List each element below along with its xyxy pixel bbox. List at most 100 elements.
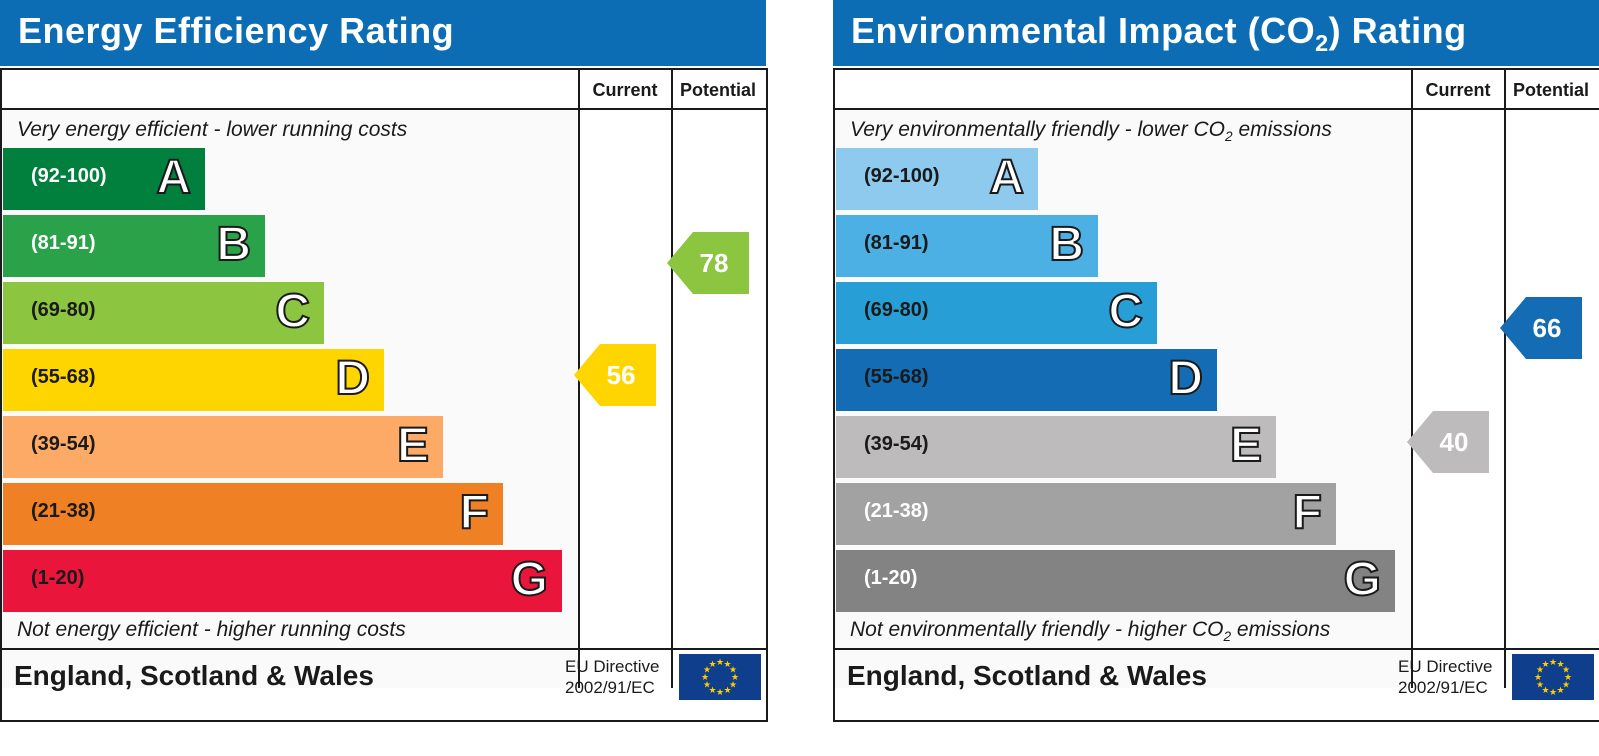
potential-rating-value: 78 — [699, 248, 729, 278]
eu-star-icon: ★ — [1541, 685, 1549, 695]
band-letter: A — [988, 150, 1025, 205]
bottom-note: Not environmentally friendly - higher CO… — [850, 618, 1331, 645]
current-rating-arrow: 56 — [574, 344, 656, 406]
potential-arrow-shape — [667, 232, 749, 294]
band-e: (39-54) E — [3, 416, 443, 478]
eu-star-icon: ★ — [1549, 687, 1557, 697]
band-range-label: (69-80) — [864, 299, 929, 321]
eu-star-icon: ★ — [723, 659, 731, 669]
energy-efficiency-panel: Energy Efficiency Rating Current Potenti… — [0, 0, 768, 722]
potential-arrow-shape — [1500, 297, 1582, 359]
environmental-impact-panel: Environmental Impact (CO2) Rating Curren… — [833, 0, 1599, 722]
band-letter: C — [1107, 284, 1144, 339]
band-a: (92-100) A — [836, 148, 1038, 210]
band-range-label: (81-91) — [864, 232, 929, 254]
band-f: (21-38) F — [836, 483, 1336, 545]
potential-rating-value: 66 — [1532, 313, 1562, 343]
band-c: (69-80) C — [836, 282, 1157, 344]
top-note: Very environmentally friendly - lower CO… — [850, 118, 1332, 145]
band-g: (1-20) G — [836, 550, 1395, 612]
band-c: (69-80) C — [3, 282, 324, 344]
band-b: (81-91) B — [3, 215, 265, 277]
band-e: (39-54) E — [836, 416, 1276, 478]
band-letter: B — [1048, 217, 1085, 272]
header-divider — [835, 108, 1599, 110]
potential-column-header: Potential — [1512, 80, 1589, 100]
eu-star-icon: ★ — [723, 685, 731, 695]
title-bar: Energy Efficiency Rating — [0, 0, 766, 66]
band-b: (81-91) B — [836, 215, 1098, 277]
potential-column-header: Potential — [679, 80, 756, 100]
band-letter: G — [510, 552, 549, 607]
band-area: Very energy efficient - lower running co… — [2, 110, 578, 688]
band-letter: G — [1343, 552, 1382, 607]
title-bar: Environmental Impact (CO2) Rating — [833, 0, 1599, 66]
eu-star-icon: ★ — [703, 680, 711, 690]
band-area: Very environmentally friendly - lower CO… — [835, 110, 1411, 688]
eu-star-icon: ★ — [729, 665, 737, 675]
eu-star-icon: ★ — [1564, 672, 1572, 682]
band-letter: D — [334, 351, 371, 406]
band-range-label: (39-54) — [31, 433, 96, 455]
band-range-label: (92-100) — [864, 165, 940, 187]
potential-column-divider — [1504, 70, 1506, 688]
band-letter: E — [1229, 418, 1263, 473]
footer-region-label: England, Scotland & Wales — [847, 660, 1207, 691]
band-range-label: (81-91) — [31, 232, 96, 254]
band-range-label: (21-38) — [864, 500, 929, 522]
band-letter: A — [155, 150, 192, 205]
footer-divider — [2, 648, 766, 650]
current-column-divider — [1411, 70, 1413, 688]
current-rating-arrow: 40 — [1407, 411, 1489, 473]
band-letter: D — [1167, 351, 1204, 406]
current-arrow-shape — [1407, 411, 1489, 473]
eu-star-icon: ★ — [1536, 680, 1544, 690]
potential-rating-arrow: 66 — [1500, 297, 1582, 359]
band-letter: F — [459, 485, 490, 540]
band-range-label: (39-54) — [864, 433, 929, 455]
rating-frame: Current Potential Very energy efficient … — [0, 68, 768, 722]
band-f: (21-38) F — [3, 483, 503, 545]
band-letter: E — [396, 418, 430, 473]
band-range-label: (55-68) — [864, 366, 929, 388]
eu-star-icon: ★ — [1556, 659, 1564, 669]
band-g: (1-20) G — [3, 550, 562, 612]
current-rating-value: 56 — [606, 360, 636, 390]
eu-star-icon: ★ — [729, 680, 737, 690]
eu-star-icon: ★ — [1562, 680, 1570, 690]
eu-star-icon: ★ — [1562, 665, 1570, 675]
eu-star-icon: ★ — [716, 657, 724, 667]
band-range-label: (69-80) — [31, 299, 96, 321]
band-range-label: (21-38) — [31, 500, 96, 522]
eu-directive-label: EU Directive 2002/91/EC — [565, 657, 660, 697]
eu-directive-label: EU Directive 2002/91/EC — [1398, 657, 1493, 697]
band-range-label: (55-68) — [31, 366, 96, 388]
footer-region-label: England, Scotland & Wales — [14, 660, 374, 691]
eu-star-icon: ★ — [1556, 685, 1564, 695]
current-column-header: Current — [1425, 80, 1491, 100]
current-rating-value: 40 — [1439, 427, 1469, 457]
eu-star-icon: ★ — [1534, 672, 1542, 682]
top-note: Very energy efficient - lower running co… — [17, 118, 408, 141]
footer-divider — [835, 648, 1599, 650]
eu-star-icon: ★ — [703, 665, 711, 675]
band-d: (55-68) D — [836, 349, 1217, 411]
panel-title: Environmental Impact (CO2) Rating — [851, 10, 1467, 57]
header-divider — [2, 108, 766, 110]
current-arrow-shape — [574, 344, 656, 406]
eu-flag-icon: ★ ★ ★ ★ ★ ★ ★ ★ ★ ★ ★ ★ — [1512, 654, 1594, 700]
eu-star-icon: ★ — [1541, 659, 1549, 669]
potential-rating-arrow: 78 — [667, 232, 749, 294]
band-letter: C — [274, 284, 311, 339]
eu-star-icon: ★ — [701, 672, 709, 682]
eu-star-icon: ★ — [1549, 657, 1557, 667]
eu-star-icon: ★ — [731, 672, 739, 682]
band-letter: B — [215, 217, 252, 272]
band-a: (92-100) A — [3, 148, 205, 210]
eu-star-icon: ★ — [708, 685, 716, 695]
bottom-note: Not energy efficient - higher running co… — [17, 618, 406, 641]
band-d: (55-68) D — [3, 349, 384, 411]
potential-column-divider — [671, 70, 673, 688]
band-range-label: (1-20) — [31, 567, 85, 589]
eu-flag-icon: ★ ★ ★ ★ ★ ★ ★ ★ ★ ★ ★ ★ — [679, 654, 761, 700]
